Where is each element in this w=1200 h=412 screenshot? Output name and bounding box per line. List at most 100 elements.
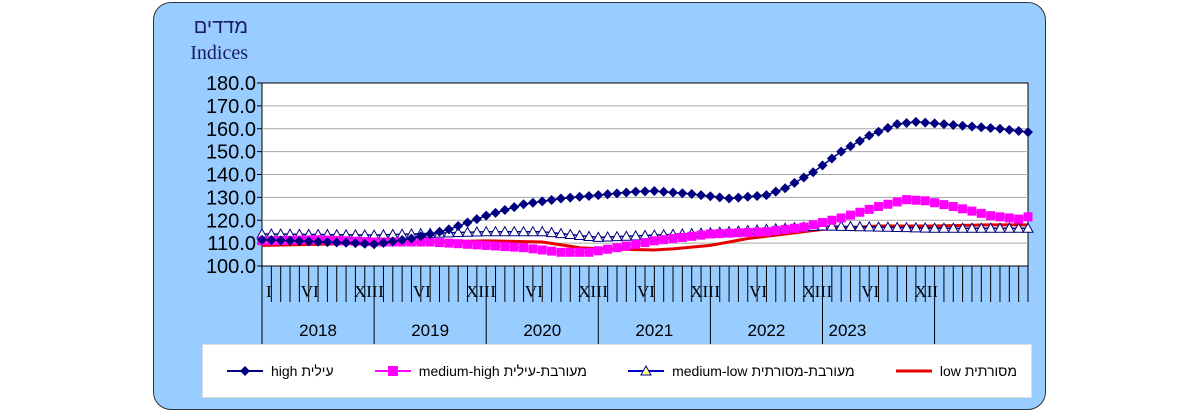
data-point	[1022, 222, 1034, 233]
data-point	[771, 226, 781, 236]
data-point	[499, 225, 511, 237]
data-point	[789, 223, 799, 233]
data-point	[527, 197, 538, 208]
legend-item-high: high עילית	[225, 363, 334, 379]
data-point	[620, 230, 633, 241]
data-point	[855, 207, 865, 217]
data-point	[555, 227, 567, 239]
data-point	[817, 218, 827, 228]
data-point	[630, 186, 641, 197]
data-point	[1014, 214, 1024, 224]
data-point	[472, 240, 482, 250]
data-point	[882, 221, 894, 232]
month-tick-label: I	[378, 282, 384, 301]
month-tick-label: XII	[690, 282, 714, 301]
data-point	[882, 122, 893, 133]
data-point	[938, 119, 949, 130]
legend-swatch-medium-high	[374, 366, 411, 376]
data-point	[517, 225, 530, 237]
data-point	[957, 120, 968, 131]
data-point	[444, 238, 454, 248]
unit-label-english: Indices	[190, 42, 248, 64]
data-point	[854, 135, 865, 146]
data-point	[359, 238, 370, 249]
y-axis: 100.0110.0120.0130.0140.0150.0160.0170.0…	[206, 73, 262, 278]
year-label: 2021	[635, 321, 673, 340]
data-point	[1013, 126, 1024, 137]
data-point	[891, 221, 904, 232]
data-point	[574, 191, 585, 202]
data-point	[696, 190, 707, 201]
month-tick-label: VI	[861, 282, 879, 301]
data-point	[575, 247, 585, 257]
data-point	[649, 236, 659, 246]
data-point	[658, 186, 669, 197]
data-point	[808, 167, 819, 178]
data-point	[294, 236, 305, 247]
legend-item-medium-low: medium-low מעורבת-מסורתית	[626, 363, 855, 379]
data-point	[958, 204, 968, 214]
data-point	[686, 188, 697, 199]
data-point	[397, 234, 408, 245]
data-point	[443, 224, 454, 235]
data-point	[770, 186, 781, 197]
data-point	[854, 220, 866, 232]
data-point	[471, 214, 482, 225]
data-point	[1012, 222, 1025, 233]
data-point	[752, 227, 762, 237]
data-point	[453, 220, 464, 231]
data-point	[948, 119, 959, 130]
data-point	[602, 189, 613, 200]
data-point	[378, 237, 389, 248]
legend-label-medium-low: medium-low מעורבת-מסורתית	[672, 363, 855, 379]
data-point	[603, 244, 613, 254]
data-point	[780, 183, 791, 194]
y-tick-label: 140.0	[206, 165, 256, 187]
data-point	[798, 172, 809, 183]
year-label: 2019	[411, 321, 449, 340]
data-point	[846, 210, 856, 220]
data-point	[416, 237, 426, 247]
month-tick-label: XII	[466, 282, 490, 301]
data-point	[900, 221, 913, 233]
data-point	[621, 187, 632, 198]
legend-swatch-low	[895, 369, 932, 373]
data-point	[984, 222, 997, 233]
data-point	[631, 239, 641, 249]
month-tick-label: I	[490, 282, 496, 301]
data-point	[677, 188, 688, 199]
data-point	[947, 222, 960, 233]
data-point	[835, 220, 848, 231]
data-point	[966, 222, 978, 233]
data-point	[864, 204, 874, 214]
data-point	[621, 241, 631, 251]
data-point	[863, 220, 876, 232]
data-point	[1004, 213, 1014, 223]
data-point	[640, 238, 650, 248]
month-tick-label: XII	[578, 282, 602, 301]
month-tick-label: XII	[354, 282, 378, 301]
legend-swatch-high	[227, 366, 263, 376]
data-point	[929, 118, 940, 129]
data-point	[434, 226, 445, 237]
data-point	[956, 222, 969, 233]
data-point	[491, 241, 501, 251]
y-tick-label: 160.0	[206, 119, 256, 141]
year-label: 2018	[299, 321, 337, 340]
data-point	[742, 191, 753, 202]
month-tick-label: I	[714, 282, 720, 301]
data-point	[752, 190, 763, 201]
data-point	[565, 192, 576, 203]
data-point	[705, 229, 715, 239]
data-point	[266, 235, 277, 246]
data-point	[817, 160, 828, 171]
y-tick-label: 170.0	[206, 96, 256, 118]
month-tick-label: XII	[802, 282, 826, 301]
data-point	[434, 238, 444, 248]
data-point	[836, 146, 847, 157]
data-point	[687, 231, 697, 241]
y-tick-label: 130.0	[206, 187, 256, 209]
y-tick-label: 150.0	[206, 142, 256, 164]
data-point	[519, 243, 529, 253]
